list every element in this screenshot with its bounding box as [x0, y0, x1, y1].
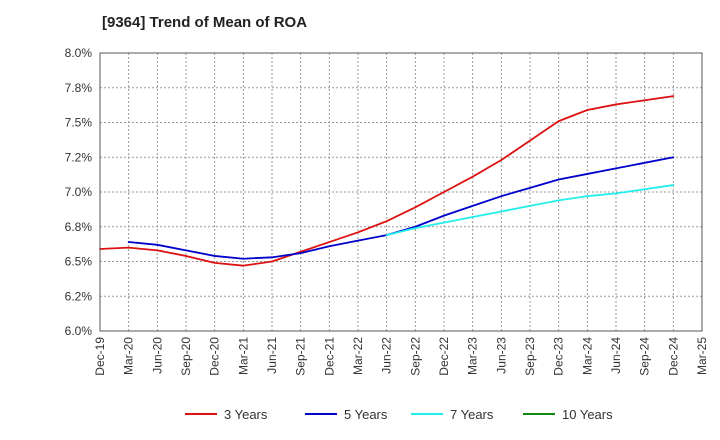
x-tick-label: Jun-22	[380, 337, 394, 374]
x-tick-label: Dec-24	[666, 337, 680, 376]
x-tick-label: Dec-22	[437, 337, 451, 376]
x-tick-label: Mar-23	[466, 337, 480, 375]
y-tick-label: 6.0%	[65, 324, 93, 338]
x-tick-label: Mar-25	[695, 337, 709, 375]
x-tick-label: Sep-23	[523, 337, 537, 376]
x-tick-label: Sep-22	[408, 337, 422, 376]
x-tick-label: Dec-21	[322, 337, 336, 376]
y-tick-label: 7.2%	[65, 150, 93, 164]
x-tick-label: Mar-21	[236, 337, 250, 375]
x-tick-label: Mar-22	[351, 337, 365, 375]
y-tick-label: 7.5%	[65, 116, 93, 130]
legend-label-5-years: 5 Years	[344, 407, 388, 422]
x-tick-label: Dec-19	[93, 337, 107, 376]
x-tick-label: Dec-20	[208, 337, 222, 376]
legend-label-3-years: 3 Years	[224, 407, 268, 422]
series-line-7-years	[385, 184, 675, 236]
y-tick-label: 7.0%	[65, 185, 93, 199]
x-tick-label: Mar-24	[580, 337, 594, 375]
x-tick-label: Dec-23	[552, 337, 566, 376]
x-axis-ticks: Dec-19 Mar-20 Jun-20 Sep-20 Dec-20 Mar-21 Jun-…	[93, 337, 709, 376]
y-tick-label: 7.8%	[65, 81, 93, 95]
series-line-3-years	[99, 95, 675, 267]
x-tick-label: Jun-20	[150, 337, 164, 374]
x-tick-label: Jun-21	[265, 337, 279, 374]
y-tick-label: 6.8%	[65, 220, 93, 234]
series-lines	[99, 95, 675, 267]
x-tick-label: Jun-24	[609, 337, 623, 374]
y-axis-ticks: 6.0% 6.2% 6.5% 6.8% 7.0% 7.2% 7.5% 7.8% 8.0%	[65, 46, 93, 338]
legend-label-10-years: 10 Years	[562, 407, 613, 422]
legend: 3 Years 5 Years 7 Years 10 Years	[185, 407, 613, 422]
chart-title: [9364] Trend of Mean of ROA	[102, 14, 308, 31]
x-tick-label: Jun-23	[494, 337, 508, 374]
legend-label-7-years: 7 Years	[450, 407, 494, 422]
x-tick-label: Mar-20	[122, 337, 136, 375]
x-tick-label: Sep-20	[179, 337, 193, 376]
y-tick-label: 6.5%	[65, 255, 93, 269]
y-tick-label: 6.2%	[65, 289, 93, 303]
series-line-5-years	[127, 156, 675, 260]
grid	[99, 52, 703, 332]
x-tick-label: Sep-21	[294, 337, 308, 376]
plot-frame	[99, 52, 703, 332]
x-tick-label: Sep-24	[638, 337, 652, 376]
y-tick-label: 8.0%	[65, 46, 93, 60]
